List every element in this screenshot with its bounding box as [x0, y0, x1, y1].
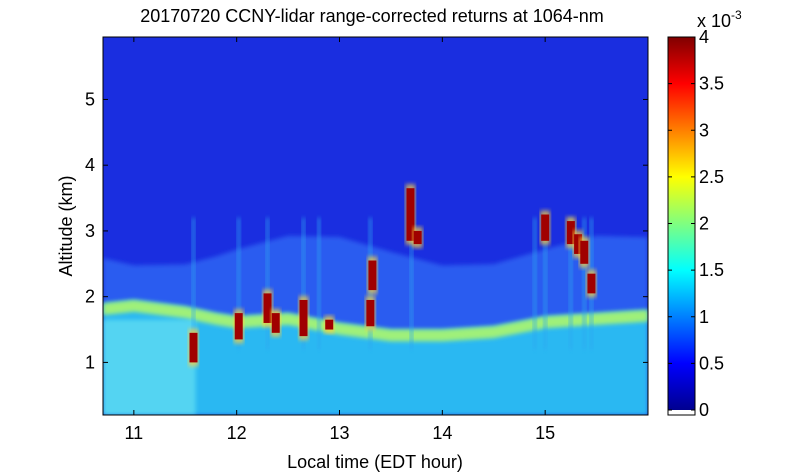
precip-streak	[582, 217, 587, 350]
cloud-return	[366, 299, 375, 327]
precip-streak	[568, 217, 573, 350]
colorbar-tick-label: 3	[699, 120, 709, 140]
boundary-layer-top-band	[103, 299, 648, 342]
cloud-return	[566, 221, 575, 245]
precip-streak	[532, 217, 537, 350]
residual-layer	[103, 319, 196, 415]
chart-title: 20170720 CCNY-lidar range-corrected retu…	[140, 6, 604, 26]
cloud-returns	[188, 184, 597, 367]
precip-streak	[316, 217, 321, 350]
y-axis-label: Altitude (km)	[56, 175, 76, 276]
y-axis: 1 2 3 4 5	[85, 89, 648, 372]
y-tick-label: 5	[85, 89, 95, 109]
lidar-heatmap	[103, 37, 648, 415]
precip-streak	[265, 217, 270, 350]
cloud-return	[271, 313, 280, 333]
x-tick-label: 15	[535, 423, 555, 443]
cloud-return	[299, 299, 308, 337]
colorbar-exponent-power: -3	[731, 8, 742, 22]
colorbar-ticks: 0 0.5 1 1.5 2 2.5 3 3.5 4	[668, 27, 724, 420]
x-tick-label: 11	[125, 423, 144, 443]
colorbar-tick-label: 2.5	[699, 167, 724, 187]
colorbar-tick-label: 1.5	[699, 260, 724, 280]
colorbar-tick-label: 3.5	[699, 74, 724, 94]
cloud-return	[574, 234, 583, 254]
cloud-return	[406, 188, 415, 241]
y-tick-label: 4	[85, 155, 95, 175]
colorbar-tick-label: 2	[699, 214, 709, 234]
precip-streak	[236, 217, 241, 350]
x-tick-label: 13	[329, 423, 349, 443]
x-tick-label: 14	[432, 423, 452, 443]
x-tick-label: 12	[227, 423, 247, 443]
precip-streak	[543, 217, 548, 350]
cloud-return	[580, 240, 589, 264]
y-tick-label: 3	[85, 221, 95, 241]
plot-frame	[102, 36, 649, 416]
cloud-return	[587, 273, 596, 294]
colorbar-tick-label: 0.5	[699, 353, 724, 373]
colorbar: 0 0.5 1 1.5 2 2.5 3 3.5 4 x 10-3	[667, 8, 742, 420]
colorbar-gradient	[668, 37, 695, 410]
x-axis: 11 12 13 14 15	[125, 37, 555, 443]
cloud-return	[413, 230, 422, 245]
x-axis-label: Local time (EDT hour)	[287, 452, 463, 472]
cloud-return	[189, 332, 198, 363]
colorbar-under	[668, 410, 695, 415]
cloud-return	[234, 313, 243, 340]
colorbar-tick-label: 0	[699, 400, 709, 420]
cloud-return	[263, 293, 272, 323]
precip-streak	[191, 217, 196, 350]
colorbar-exponent: x 10-3	[697, 8, 742, 31]
y-tick-label: 2	[85, 287, 95, 307]
colorbar-tick-label: 1	[699, 307, 709, 327]
cloud-return	[368, 260, 377, 291]
colorbar-tick-label: 4	[699, 27, 709, 47]
precip-streak	[301, 217, 306, 350]
cloud-return	[325, 319, 334, 330]
precip-streak	[409, 217, 414, 350]
y-tick-label: 1	[85, 352, 95, 372]
colorbar-frame	[667, 36, 696, 416]
cloud-return	[541, 214, 550, 241]
colorbar-exponent-base: x 10	[697, 11, 731, 31]
